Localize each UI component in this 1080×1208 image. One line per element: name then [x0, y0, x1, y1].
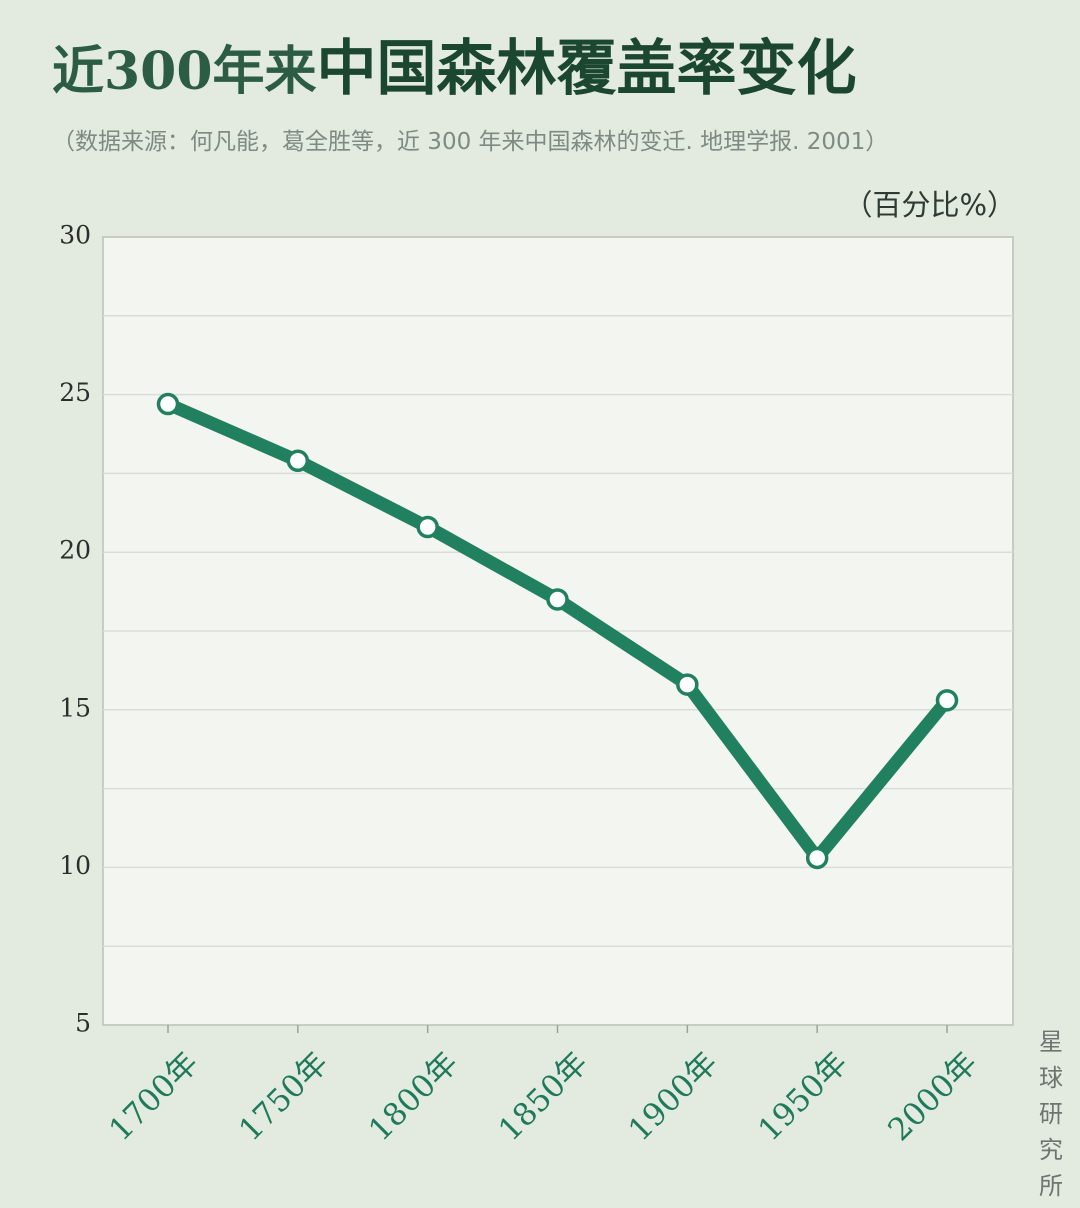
y-tick-label: 10 [59, 851, 91, 880]
gridlines [103, 315, 1013, 947]
brand-char: 球 [1039, 1064, 1063, 1092]
x-tick-label: 1950年 [751, 1045, 854, 1148]
brand-watermark: 星 球 研 究 所 [1034, 1024, 1068, 1204]
brand-char: 所 [1039, 1172, 1063, 1200]
y-tick-label: 25 [59, 378, 91, 407]
x-tick-label: 1700年 [102, 1045, 205, 1148]
data-point [676, 673, 699, 696]
x-axis-ticks: 1700年 1750年 1800年 1850年 1900年 1950年 2000年 [102, 1025, 985, 1148]
brand-char: 究 [1039, 1136, 1063, 1164]
chart-title-main: 中国森林覆盖率变化 [316, 34, 857, 104]
data-point [416, 515, 439, 539]
data-points [156, 392, 959, 870]
y-axis-ticks: 5 10 15 20 25 30 [59, 221, 91, 1038]
chart-title-prefix: 近300年来 [52, 41, 317, 102]
data-point [156, 392, 180, 416]
brand-char: 研 [1039, 1100, 1063, 1128]
x-tick-label: 1900年 [622, 1045, 725, 1148]
x-tick-label: 2000年 [881, 1045, 984, 1148]
data-point [286, 449, 310, 473]
data-point [935, 689, 959, 712]
y-tick-label: 15 [59, 693, 91, 722]
x-tick-label: 1850年 [492, 1045, 595, 1148]
x-tick-label: 1800年 [362, 1045, 465, 1148]
y-tick-label: 5 [75, 1009, 91, 1038]
y-tick-label: 20 [59, 536, 91, 565]
data-source-note: （数据来源：何凡能，葛全胜等，近 300 年来中国森林的变迁. 地理学报. 20… [52, 129, 889, 155]
data-point [805, 846, 829, 870]
data-point [546, 588, 569, 611]
brand-char: 星 [1039, 1028, 1063, 1056]
chart-title: 近300年来中国森林覆盖率变化 [52, 36, 857, 102]
x-tick-label: 1750年 [232, 1045, 335, 1148]
y-axis-unit-label: （百分比%） [843, 188, 1016, 222]
y-tick-label: 30 [59, 221, 91, 250]
